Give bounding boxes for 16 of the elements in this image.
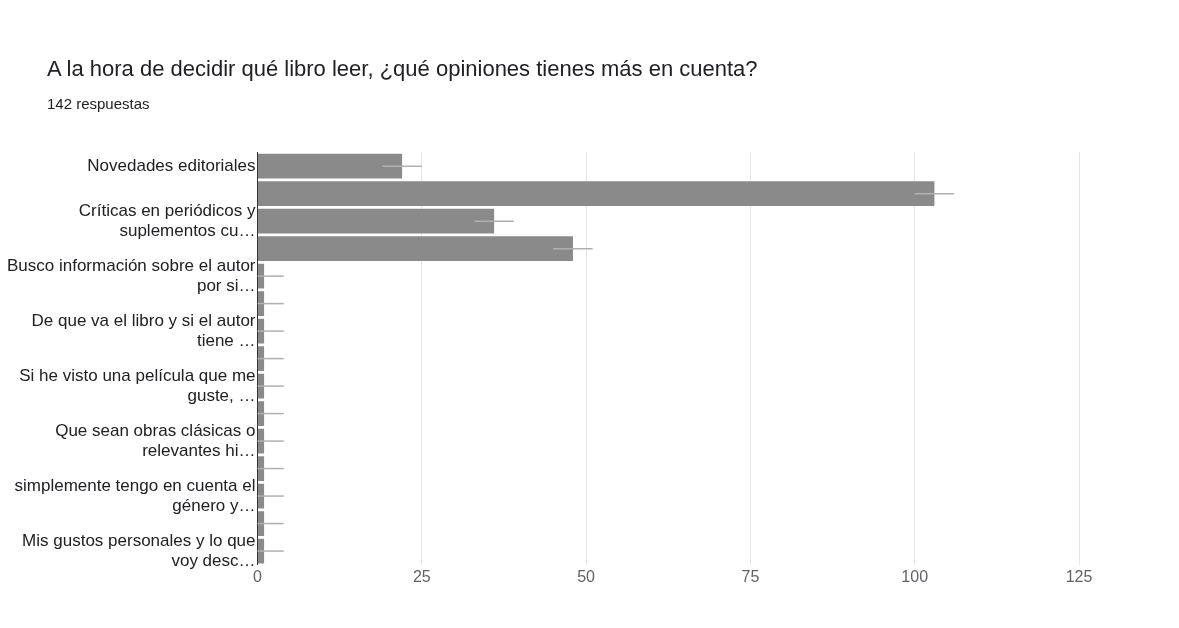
x-tick-label: 125	[1065, 567, 1093, 585]
x-tick-label: 75	[741, 567, 760, 585]
y-tick-label: Si he visto una película que me guste, …	[19, 365, 256, 405]
y-tick-label: Críticas en periódicos y suplementos cu…	[78, 200, 257, 241]
y-tick-label: Busco información sobre el autor por si…	[6, 255, 256, 296]
x-tick-label: 25	[412, 567, 431, 585]
y-tick-label: Novedades editoriales	[87, 155, 256, 175]
x-tick-label: 50	[577, 567, 596, 585]
y-tick-label: De que va el libro y si el autor tiene …	[31, 310, 256, 350]
y-tick-label: simplemente tengo en cuenta el género y…	[14, 475, 256, 515]
y-tick-label: Mis gustos personales y lo que voy desc…	[22, 530, 256, 570]
x-tick-label: 0	[253, 567, 263, 585]
x-tick-label: 100	[901, 567, 929, 585]
chart-title: A la hora de decidir qué libro leer, ¿qué opiniones tienes más en cuenta?	[47, 56, 758, 82]
text: 142 respuestas	[47, 95, 150, 112]
y-tick-label: Que sean obras clásicas o relevantes hi…	[55, 420, 256, 460]
